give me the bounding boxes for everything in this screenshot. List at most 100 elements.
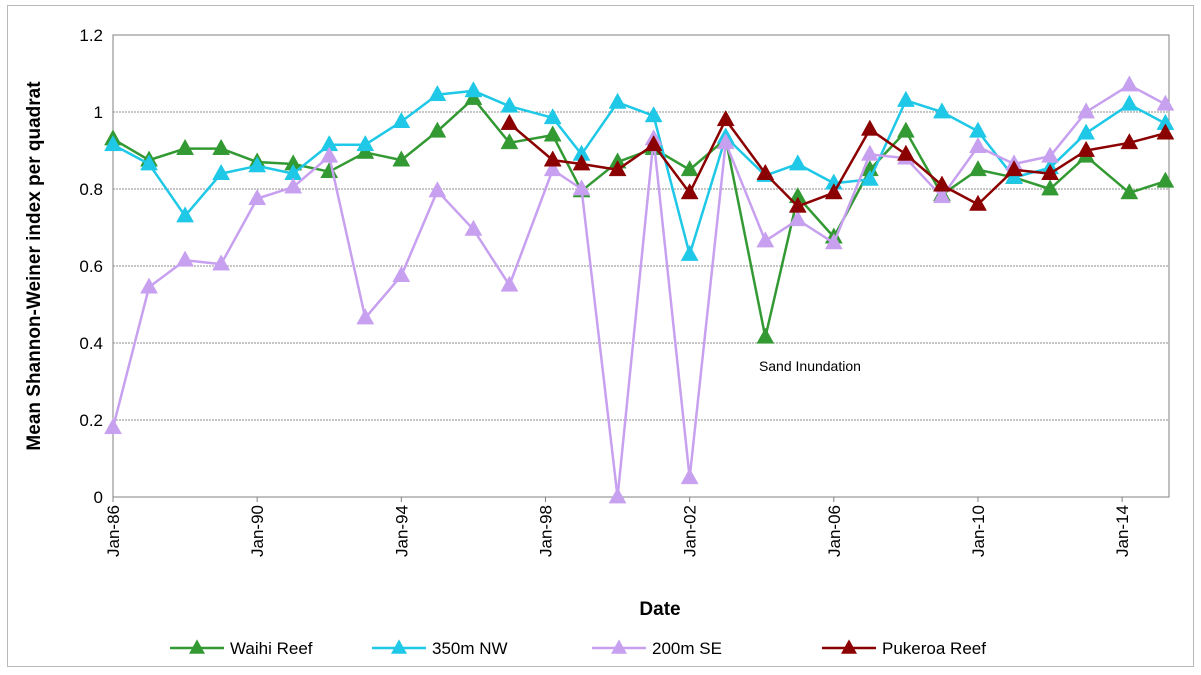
data-point — [1077, 102, 1096, 119]
data-point — [824, 183, 843, 200]
data-point — [608, 160, 627, 177]
data-point — [248, 156, 267, 173]
series-layer — [104, 75, 1175, 504]
legend-item: 200m SE — [592, 639, 722, 658]
data-point — [1156, 123, 1175, 140]
legend: Waihi Reef 350m NW 200m SE Pukeroa Reef — [170, 639, 986, 658]
data-point — [680, 183, 699, 200]
data-point — [1156, 171, 1175, 188]
data-point — [896, 90, 915, 107]
data-point — [212, 163, 231, 180]
data-point — [680, 244, 699, 261]
legend-marker — [391, 639, 407, 654]
data-point — [572, 179, 591, 196]
data-point — [1120, 133, 1139, 150]
data-point — [543, 150, 562, 167]
data-point — [756, 231, 775, 248]
annotation-sand-inundation: Sand Inundation — [759, 358, 861, 374]
legend-marker — [611, 639, 627, 654]
legend-item: 350m NW — [372, 639, 508, 658]
data-point — [969, 160, 987, 177]
data-point — [104, 418, 122, 435]
data-point — [500, 275, 519, 292]
data-point — [212, 254, 231, 271]
data-point — [896, 144, 915, 161]
data-point — [1005, 160, 1023, 177]
data-point — [500, 96, 519, 113]
data-point — [1120, 75, 1139, 92]
legend-item: Pukeroa Reef — [822, 639, 986, 658]
y-tick-label: 0.6 — [79, 257, 103, 276]
data-point — [104, 135, 122, 152]
data-point — [1120, 183, 1139, 200]
series-350m-nw — [104, 81, 1175, 261]
data-point — [860, 119, 879, 136]
data-point — [860, 169, 879, 186]
data-point — [608, 487, 627, 504]
series-pukeroa-reef — [500, 110, 1175, 213]
data-point — [176, 138, 195, 155]
data-point — [933, 102, 951, 119]
data-point — [716, 110, 735, 127]
data-point — [788, 210, 807, 227]
data-point — [756, 327, 775, 344]
data-point — [933, 187, 951, 204]
data-point — [212, 138, 231, 155]
data-point — [176, 206, 195, 223]
data-point — [543, 108, 562, 125]
data-point — [756, 163, 775, 180]
data-point — [1077, 123, 1096, 140]
data-point — [1041, 163, 1059, 180]
legend-marker — [189, 639, 205, 654]
y-tick-label: 0 — [94, 488, 103, 507]
legend-label: 350m NW — [432, 639, 508, 658]
legend-label: Pukeroa Reef — [882, 639, 986, 658]
series-line — [111, 83, 1166, 499]
x-tick-label: Jan-86 — [104, 505, 123, 557]
legend-item: Waihi Reef — [170, 639, 313, 658]
data-point — [356, 135, 375, 152]
data-point — [176, 250, 195, 267]
y-tick-label: 1 — [94, 103, 103, 122]
legend-label: 200m SE — [652, 639, 722, 658]
data-point — [428, 181, 447, 198]
data-point — [464, 219, 483, 236]
series-200m-se — [104, 75, 1175, 504]
data-point — [464, 81, 483, 98]
data-point — [969, 136, 987, 154]
data-point — [1120, 94, 1139, 111]
series-line — [112, 89, 1166, 256]
axes — [112, 34, 1170, 498]
x-axis-title: Date — [639, 599, 680, 620]
data-point — [860, 144, 879, 161]
data-point — [284, 177, 303, 194]
plot-area-border — [112, 34, 1170, 498]
data-point — [716, 133, 735, 150]
data-point — [356, 308, 375, 325]
series-line — [112, 97, 1166, 339]
y-axis-title: Mean Shannon-Weiner index per quadrat — [24, 81, 45, 451]
data-point — [248, 188, 267, 205]
x-tick-label: Jan-02 — [681, 505, 700, 557]
data-point — [543, 160, 562, 177]
data-point — [392, 265, 411, 282]
data-point — [140, 277, 158, 294]
x-tick-label: Jan-94 — [392, 505, 411, 557]
y-tick-label: 0.4 — [79, 334, 103, 353]
y-tick-label: 1.2 — [79, 26, 103, 45]
x-tick-label: Jan-14 — [1113, 505, 1132, 557]
series-waihi-reef — [104, 88, 1175, 344]
y-tick-label: 0.2 — [79, 411, 103, 430]
data-point — [608, 92, 627, 109]
data-point — [680, 160, 699, 177]
data-point — [824, 233, 843, 250]
data-point — [428, 121, 447, 138]
data-point — [392, 150, 411, 167]
data-point — [1041, 146, 1059, 163]
x-tick-label: Jan-90 — [248, 505, 267, 557]
data-point — [428, 84, 447, 102]
data-point — [680, 468, 699, 485]
data-point — [933, 175, 951, 192]
data-point — [969, 194, 987, 211]
